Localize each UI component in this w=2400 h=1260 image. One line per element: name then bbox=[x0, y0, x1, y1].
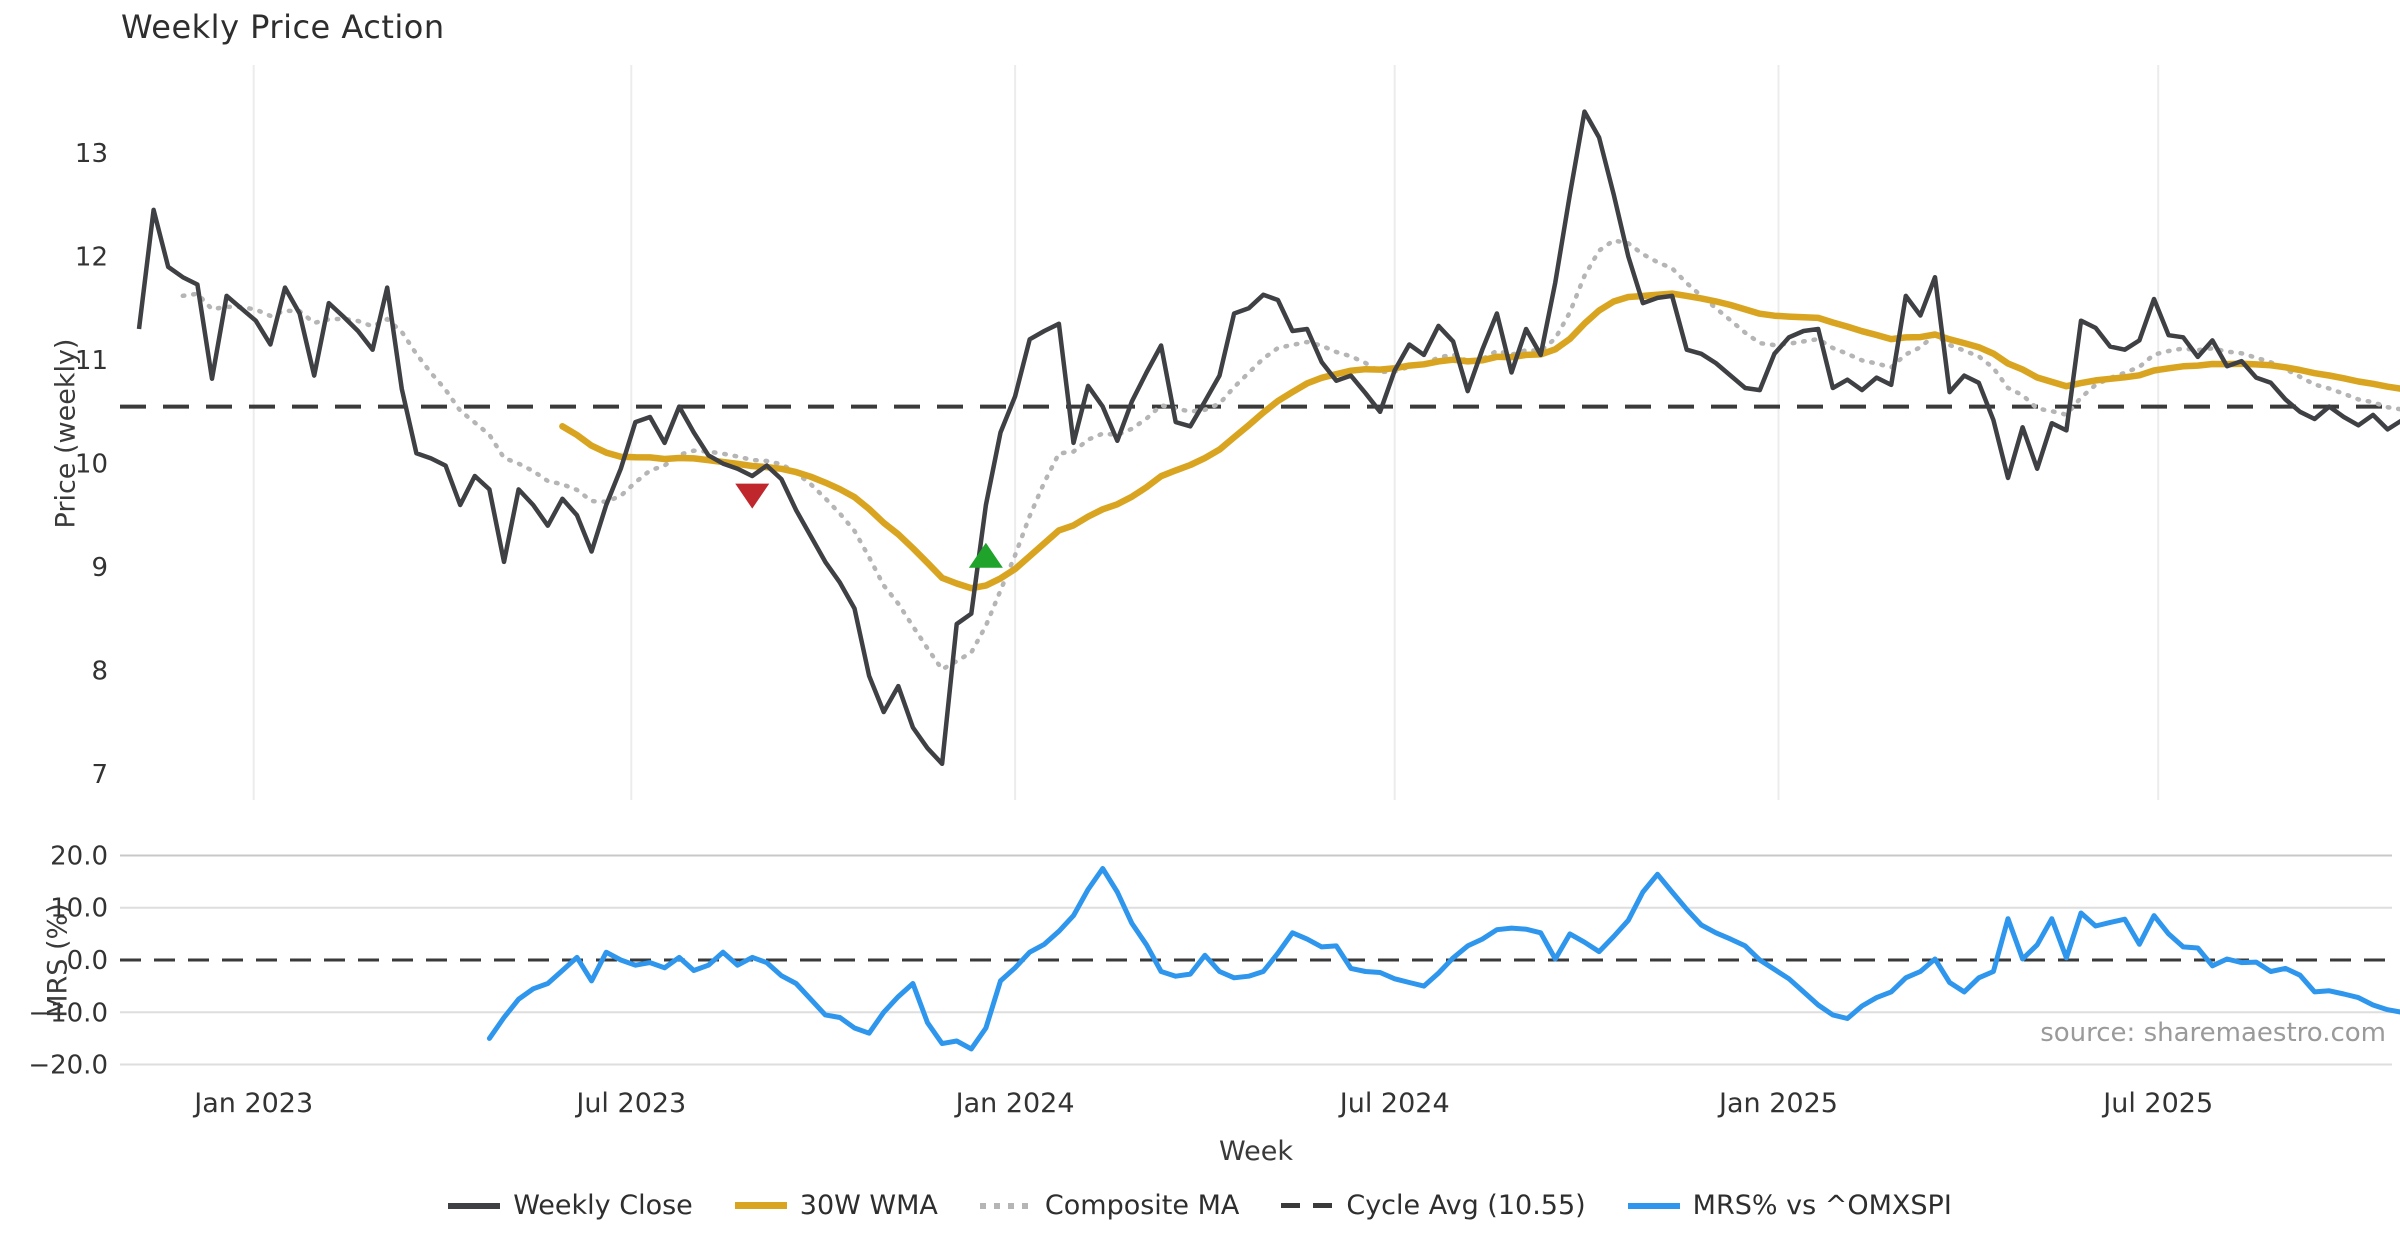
sell-signal-icon bbox=[735, 483, 770, 509]
x-tick-label: Jan 2025 bbox=[1717, 1088, 1838, 1119]
legend-label-wma: 30W WMA bbox=[799, 1190, 938, 1221]
mrs-ytick-label: −20.0 bbox=[28, 1051, 108, 1081]
x-tick-label: Jul 2025 bbox=[2101, 1088, 2213, 1119]
legend-swatch-wma bbox=[734, 1202, 787, 1209]
legend-label-composite-ma: Composite MA bbox=[1044, 1190, 1240, 1221]
legend-item-weekly-close: Weekly Close bbox=[448, 1190, 693, 1221]
wma-line bbox=[559, 290, 2400, 592]
price-ytick-label: 7 bbox=[91, 760, 108, 790]
x-tick-label: Jul 2023 bbox=[574, 1088, 686, 1119]
price-ytick-label: 8 bbox=[91, 657, 108, 687]
buy-signal-icon bbox=[968, 542, 1003, 568]
x-tick-label: Jul 2024 bbox=[1338, 1088, 1450, 1119]
mrs-ytick-label: 20.0 bbox=[50, 842, 108, 872]
weekly-close-line bbox=[136, 109, 2400, 767]
chart-title: Weekly Price Action bbox=[121, 8, 445, 46]
mrs-ytick-label: 0.0 bbox=[67, 946, 108, 976]
mrs-line bbox=[486, 866, 2400, 1052]
composite-ma-line bbox=[180, 238, 2400, 673]
source-attribution: source: sharemaestro.com bbox=[2040, 1018, 2386, 1048]
price-ytick-label: 13 bbox=[75, 139, 108, 169]
legend-swatch-composite-ma bbox=[979, 1202, 1032, 1209]
legend: Weekly Close 30W WMA Composite MA Cycle Avg… bbox=[0, 1190, 2400, 1221]
mrs-ytick-label: 10.0 bbox=[50, 894, 108, 924]
mrs-ytick-label: −10.0 bbox=[28, 998, 108, 1028]
legend-item-mrs: MRS% vs ^OMXSPI bbox=[1627, 1190, 1952, 1221]
legend-item-composite-ma: Composite MA bbox=[979, 1190, 1240, 1221]
x-axis-label: Week bbox=[1219, 1136, 1293, 1167]
price-ytick-label: 10 bbox=[75, 450, 108, 480]
x-tick-label: Jan 2024 bbox=[954, 1088, 1075, 1119]
x-tick-label: Jan 2023 bbox=[192, 1088, 313, 1119]
legend-label-cycle-avg: Cycle Avg (10.55) bbox=[1346, 1190, 1586, 1221]
legend-label-mrs: MRS% vs ^OMXSPI bbox=[1692, 1190, 1952, 1221]
legend-item-cycle-avg: Cycle Avg (10.55) bbox=[1281, 1190, 1586, 1221]
legend-item-wma: 30W WMA bbox=[734, 1190, 938, 1221]
price-ytick-label: 9 bbox=[91, 553, 108, 583]
legend-label-weekly-close: Weekly Close bbox=[513, 1190, 693, 1221]
price-ytick-label: 11 bbox=[75, 346, 108, 376]
legend-swatch-mrs bbox=[1627, 1202, 1680, 1209]
price-axis-label: Price (weekly) bbox=[50, 338, 82, 529]
legend-swatch-cycle-avg bbox=[1281, 1203, 1334, 1208]
legend-swatch-weekly-close bbox=[448, 1202, 501, 1209]
mrs-axis-label: MRS (%) bbox=[42, 903, 74, 1018]
price-ytick-label: 12 bbox=[75, 243, 108, 273]
